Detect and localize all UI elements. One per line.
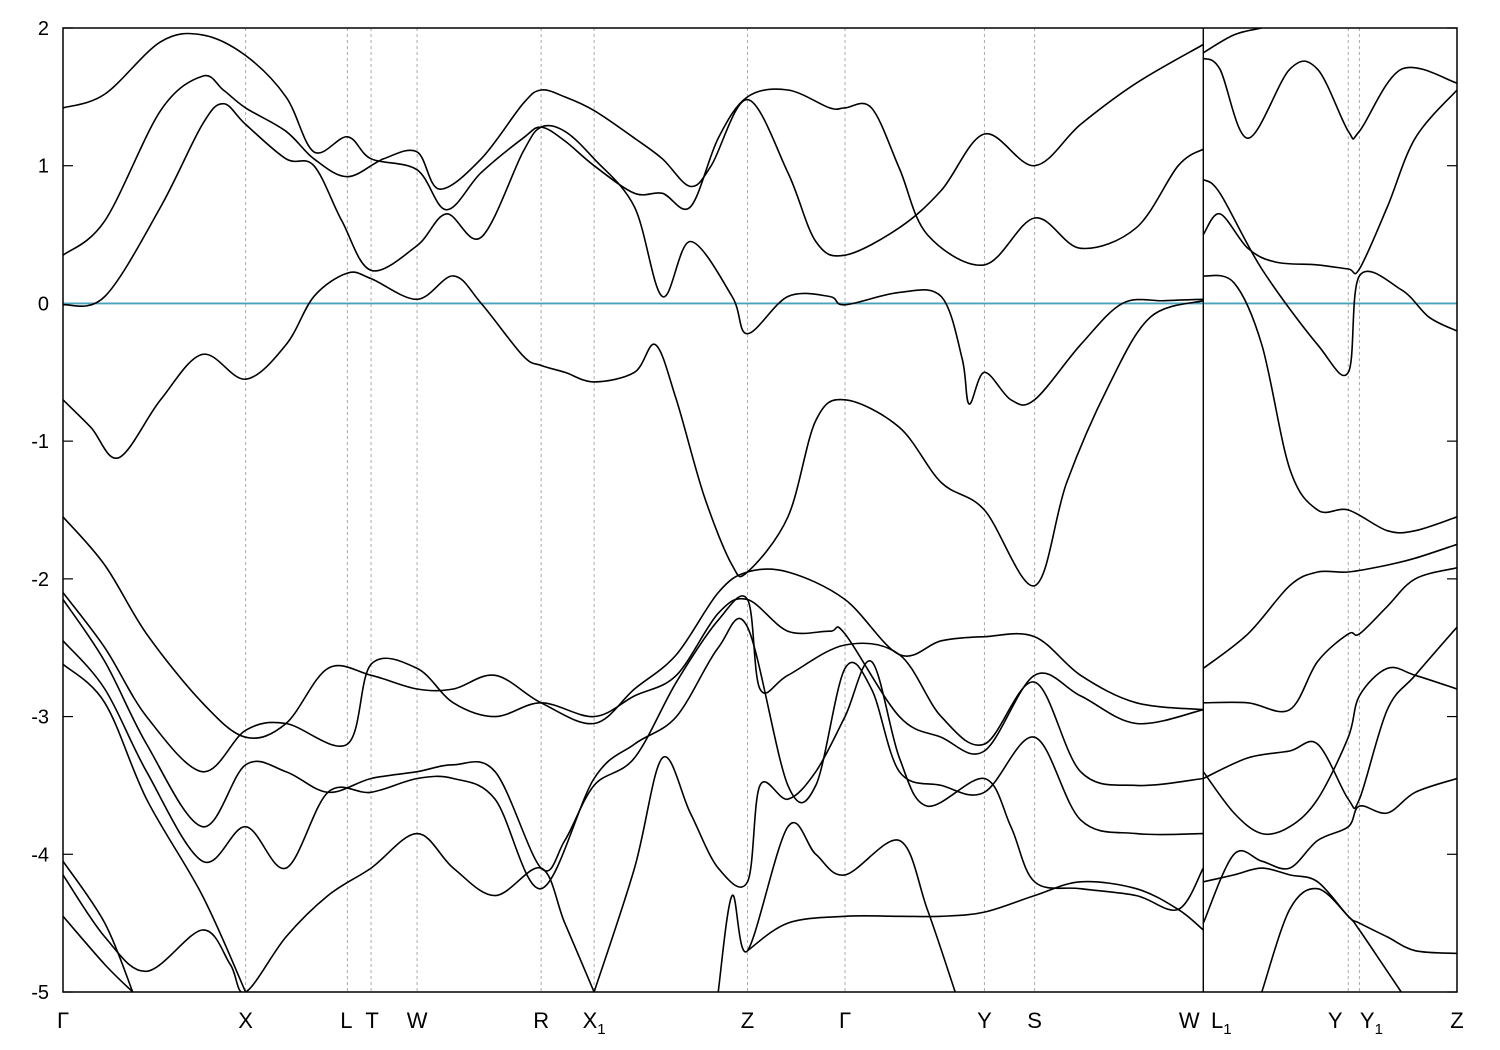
kpoint-label: Y	[1328, 1008, 1343, 1033]
band-line	[747, 880, 1204, 952]
kpoint-label: L1	[1211, 1008, 1232, 1038]
kpoint-label: X	[238, 1008, 253, 1033]
band-line	[63, 915, 134, 992]
y-tick-label: 1	[38, 156, 49, 178]
y-tick-label: -5	[31, 982, 49, 1004]
band-line	[63, 271, 1204, 587]
kpoint-label: W	[407, 1008, 428, 1033]
kpoint-label: Z	[741, 1008, 754, 1033]
band-line	[63, 32, 1204, 266]
kpoint-label: Γ	[57, 1008, 69, 1033]
band-line	[1202, 57, 1457, 140]
kpoint-label: S	[1027, 1008, 1042, 1033]
band-line	[1203, 567, 1457, 713]
band-line	[63, 832, 595, 992]
kpoint-label: R	[533, 1008, 549, 1033]
band-line	[1202, 626, 1457, 810]
band-line	[63, 617, 1204, 890]
band-line	[63, 516, 1204, 739]
kpoint-label: Y	[977, 1008, 992, 1033]
band-line	[63, 102, 1204, 406]
band-line	[63, 860, 134, 992]
kpoint-label: X1	[583, 1008, 606, 1038]
band-line	[717, 822, 956, 992]
band-line	[1261, 887, 1402, 992]
band-line	[63, 595, 1204, 872]
band-line	[63, 43, 1204, 257]
kpoint-label: Z	[1450, 1008, 1463, 1033]
y-tick-label: 0	[38, 293, 49, 315]
band-line	[1202, 666, 1457, 836]
plot-area: -5 -4 -3 -2 -1 0 1 2 Γ X L T W R X1 Z Γ Y S W L1 Y Y1 Z	[31, 18, 1464, 1038]
y-tick-label: -1	[31, 431, 49, 453]
y-tick-label: -2	[31, 569, 49, 591]
kpoint-label: Y1	[1360, 1008, 1383, 1038]
y-tick-label: -3	[31, 707, 49, 729]
band-line	[63, 663, 247, 992]
band-line	[1202, 777, 1457, 924]
band-line	[593, 660, 1204, 992]
kpoint-label: L	[340, 1008, 352, 1033]
band-line	[1202, 89, 1457, 275]
band-line	[1202, 178, 1457, 377]
y-tick-label: -4	[31, 844, 49, 866]
band-line	[1203, 274, 1457, 534]
band-line	[1203, 867, 1457, 955]
kpoint-label: Γ	[839, 1008, 851, 1033]
kpoint-label: W	[1179, 1008, 1200, 1033]
band-line	[63, 592, 1204, 773]
band-line	[1202, 543, 1457, 670]
band-line	[1202, 28, 1262, 54]
kpoint-label: T	[365, 1008, 378, 1033]
bands-group	[63, 28, 1457, 992]
y-tick-label: 2	[38, 18, 49, 40]
plot-frame	[62, 27, 1458, 993]
